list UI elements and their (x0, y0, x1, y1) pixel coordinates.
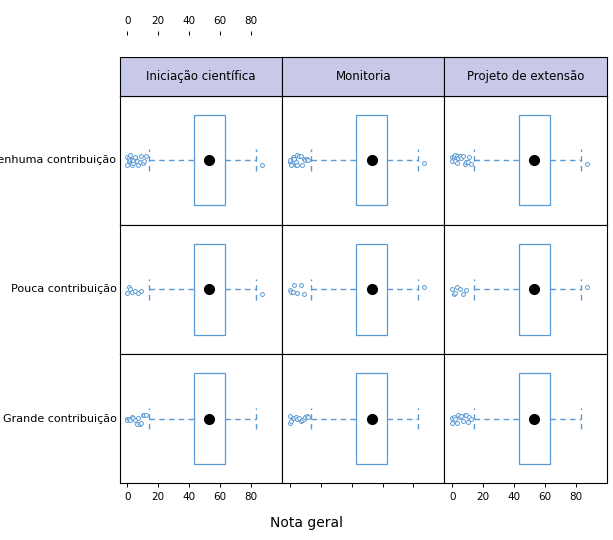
Bar (194, 374, 225, 464)
Text: Nenhuma contribuição: Nenhuma contribuição (0, 155, 116, 165)
Text: Iniciação científica: Iniciação científica (146, 70, 256, 83)
Bar (356, 115, 387, 205)
Bar (356, 244, 387, 335)
Text: Grande contribuição: Grande contribuição (2, 414, 116, 424)
Text: Monitoria: Monitoria (335, 70, 391, 83)
Text: Projeto de extensão: Projeto de extensão (467, 70, 584, 83)
Text: Nota geral: Nota geral (270, 516, 343, 530)
Bar (194, 244, 225, 335)
Bar (356, 374, 387, 464)
Bar (519, 374, 550, 464)
Bar (519, 244, 550, 335)
Bar (194, 115, 225, 205)
Text: Pouca contribuição: Pouca contribuição (10, 285, 116, 294)
Bar (519, 115, 550, 205)
